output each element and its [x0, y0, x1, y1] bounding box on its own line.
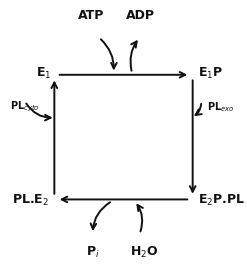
Text: ATP: ATP [78, 9, 104, 22]
Text: E$_1$P: E$_1$P [198, 66, 223, 81]
Text: E$_1$: E$_1$ [37, 66, 52, 81]
Text: ADP: ADP [126, 9, 155, 22]
Text: PL.E$_2$: PL.E$_2$ [12, 193, 49, 208]
Text: PL$_{cyto}$: PL$_{cyto}$ [10, 99, 40, 114]
Text: H$_2$O: H$_2$O [130, 245, 159, 260]
Text: P$_i$: P$_i$ [86, 245, 100, 260]
Text: E$_2$P.PL: E$_2$P.PL [198, 193, 245, 208]
Text: PL$_{exo}$: PL$_{exo}$ [207, 100, 235, 114]
